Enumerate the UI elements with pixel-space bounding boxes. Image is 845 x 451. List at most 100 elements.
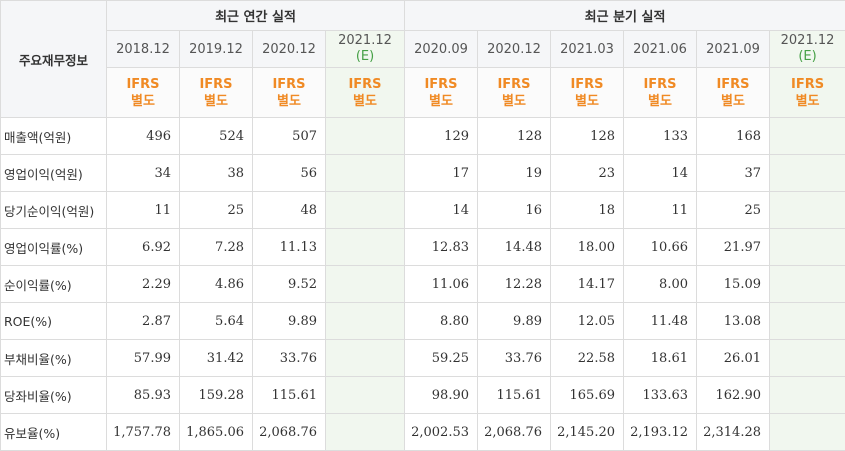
row-label: 매출액(억원) <box>1 118 107 155</box>
value-cell: 1,865.06 <box>180 414 253 451</box>
estimate-cell <box>326 377 405 414</box>
value-cell: 8.80 <box>405 303 478 340</box>
value-cell: 14 <box>405 192 478 229</box>
value-cell: 128 <box>478 118 551 155</box>
value-cell: 129 <box>405 118 478 155</box>
value-cell: 18.61 <box>624 340 697 377</box>
estimate-cell <box>326 303 405 340</box>
value-cell: 34 <box>107 155 180 192</box>
value-cell: 524 <box>180 118 253 155</box>
value-cell: 128 <box>551 118 624 155</box>
value-cell: 19 <box>478 155 551 192</box>
estimate-period-header: 2021.12(E) <box>770 31 845 68</box>
annual-group-header: 최근 연간 실적 <box>107 1 405 31</box>
period-header: 2021.09 <box>697 31 770 68</box>
period-header: 2021.06 <box>624 31 697 68</box>
value-cell: 12.05 <box>551 303 624 340</box>
value-cell: 165.69 <box>551 377 624 414</box>
value-cell: 2,145.20 <box>551 414 624 451</box>
value-cell: 2,314.28 <box>697 414 770 451</box>
value-cell: 1,757.78 <box>107 414 180 451</box>
value-cell: 4.86 <box>180 266 253 303</box>
value-cell: 2,068.76 <box>478 414 551 451</box>
value-cell: 14.48 <box>478 229 551 266</box>
estimate-cell <box>770 303 845 340</box>
period-header: 2020.12 <box>478 31 551 68</box>
value-cell: 9.89 <box>253 303 326 340</box>
value-cell: 11 <box>624 192 697 229</box>
row-label: 영업이익률(%) <box>1 229 107 266</box>
value-cell: 162.90 <box>697 377 770 414</box>
value-cell: 26.01 <box>697 340 770 377</box>
quarterly-group-header: 최근 분기 실적 <box>405 1 845 31</box>
value-cell: 18 <box>551 192 624 229</box>
period-header: 2018.12 <box>107 31 180 68</box>
value-cell: 17 <box>405 155 478 192</box>
value-cell: 33.76 <box>478 340 551 377</box>
value-cell: 23 <box>551 155 624 192</box>
value-cell: 6.92 <box>107 229 180 266</box>
value-cell: 9.52 <box>253 266 326 303</box>
row-label: 부채비율(%) <box>1 340 107 377</box>
value-cell: 2,068.76 <box>253 414 326 451</box>
value-cell: 21.97 <box>697 229 770 266</box>
estimate-cell <box>770 340 845 377</box>
value-cell: 37 <box>697 155 770 192</box>
estimate-cell <box>326 118 405 155</box>
estimate-cell <box>770 155 845 192</box>
value-cell: 496 <box>107 118 180 155</box>
value-cell: 10.66 <box>624 229 697 266</box>
value-cell: 168 <box>697 118 770 155</box>
value-cell: 507 <box>253 118 326 155</box>
value-cell: 12.83 <box>405 229 478 266</box>
estimate-cell <box>326 229 405 266</box>
value-cell: 115.61 <box>253 377 326 414</box>
value-cell: 133.63 <box>624 377 697 414</box>
value-cell: 22.58 <box>551 340 624 377</box>
value-cell: 11.06 <box>405 266 478 303</box>
estimate-marker: (E) <box>326 49 404 65</box>
value-cell: 57.99 <box>107 340 180 377</box>
row-label: ROE(%) <box>1 303 107 340</box>
estimate-cell <box>770 377 845 414</box>
estimate-cell <box>770 414 845 451</box>
value-cell: 98.90 <box>405 377 478 414</box>
side-header: 주요재무정보 <box>1 1 107 118</box>
value-cell: 11.13 <box>253 229 326 266</box>
value-cell: 25 <box>697 192 770 229</box>
value-cell: 2,193.12 <box>624 414 697 451</box>
value-cell: 85.93 <box>107 377 180 414</box>
estimate-cell <box>326 192 405 229</box>
estimate-cell <box>326 155 405 192</box>
value-cell: 2.29 <box>107 266 180 303</box>
value-cell: 25 <box>180 192 253 229</box>
row-label: 당기순이익(억원) <box>1 192 107 229</box>
row-label: 영업이익(억원) <box>1 155 107 192</box>
value-cell: 14.17 <box>551 266 624 303</box>
value-cell: 14 <box>624 155 697 192</box>
value-cell: 2,002.53 <box>405 414 478 451</box>
period-header: 2020.12 <box>253 31 326 68</box>
estimate-cell <box>326 340 405 377</box>
value-cell: 15.09 <box>697 266 770 303</box>
value-cell: 11.48 <box>624 303 697 340</box>
value-cell: 133 <box>624 118 697 155</box>
value-cell: 7.28 <box>180 229 253 266</box>
